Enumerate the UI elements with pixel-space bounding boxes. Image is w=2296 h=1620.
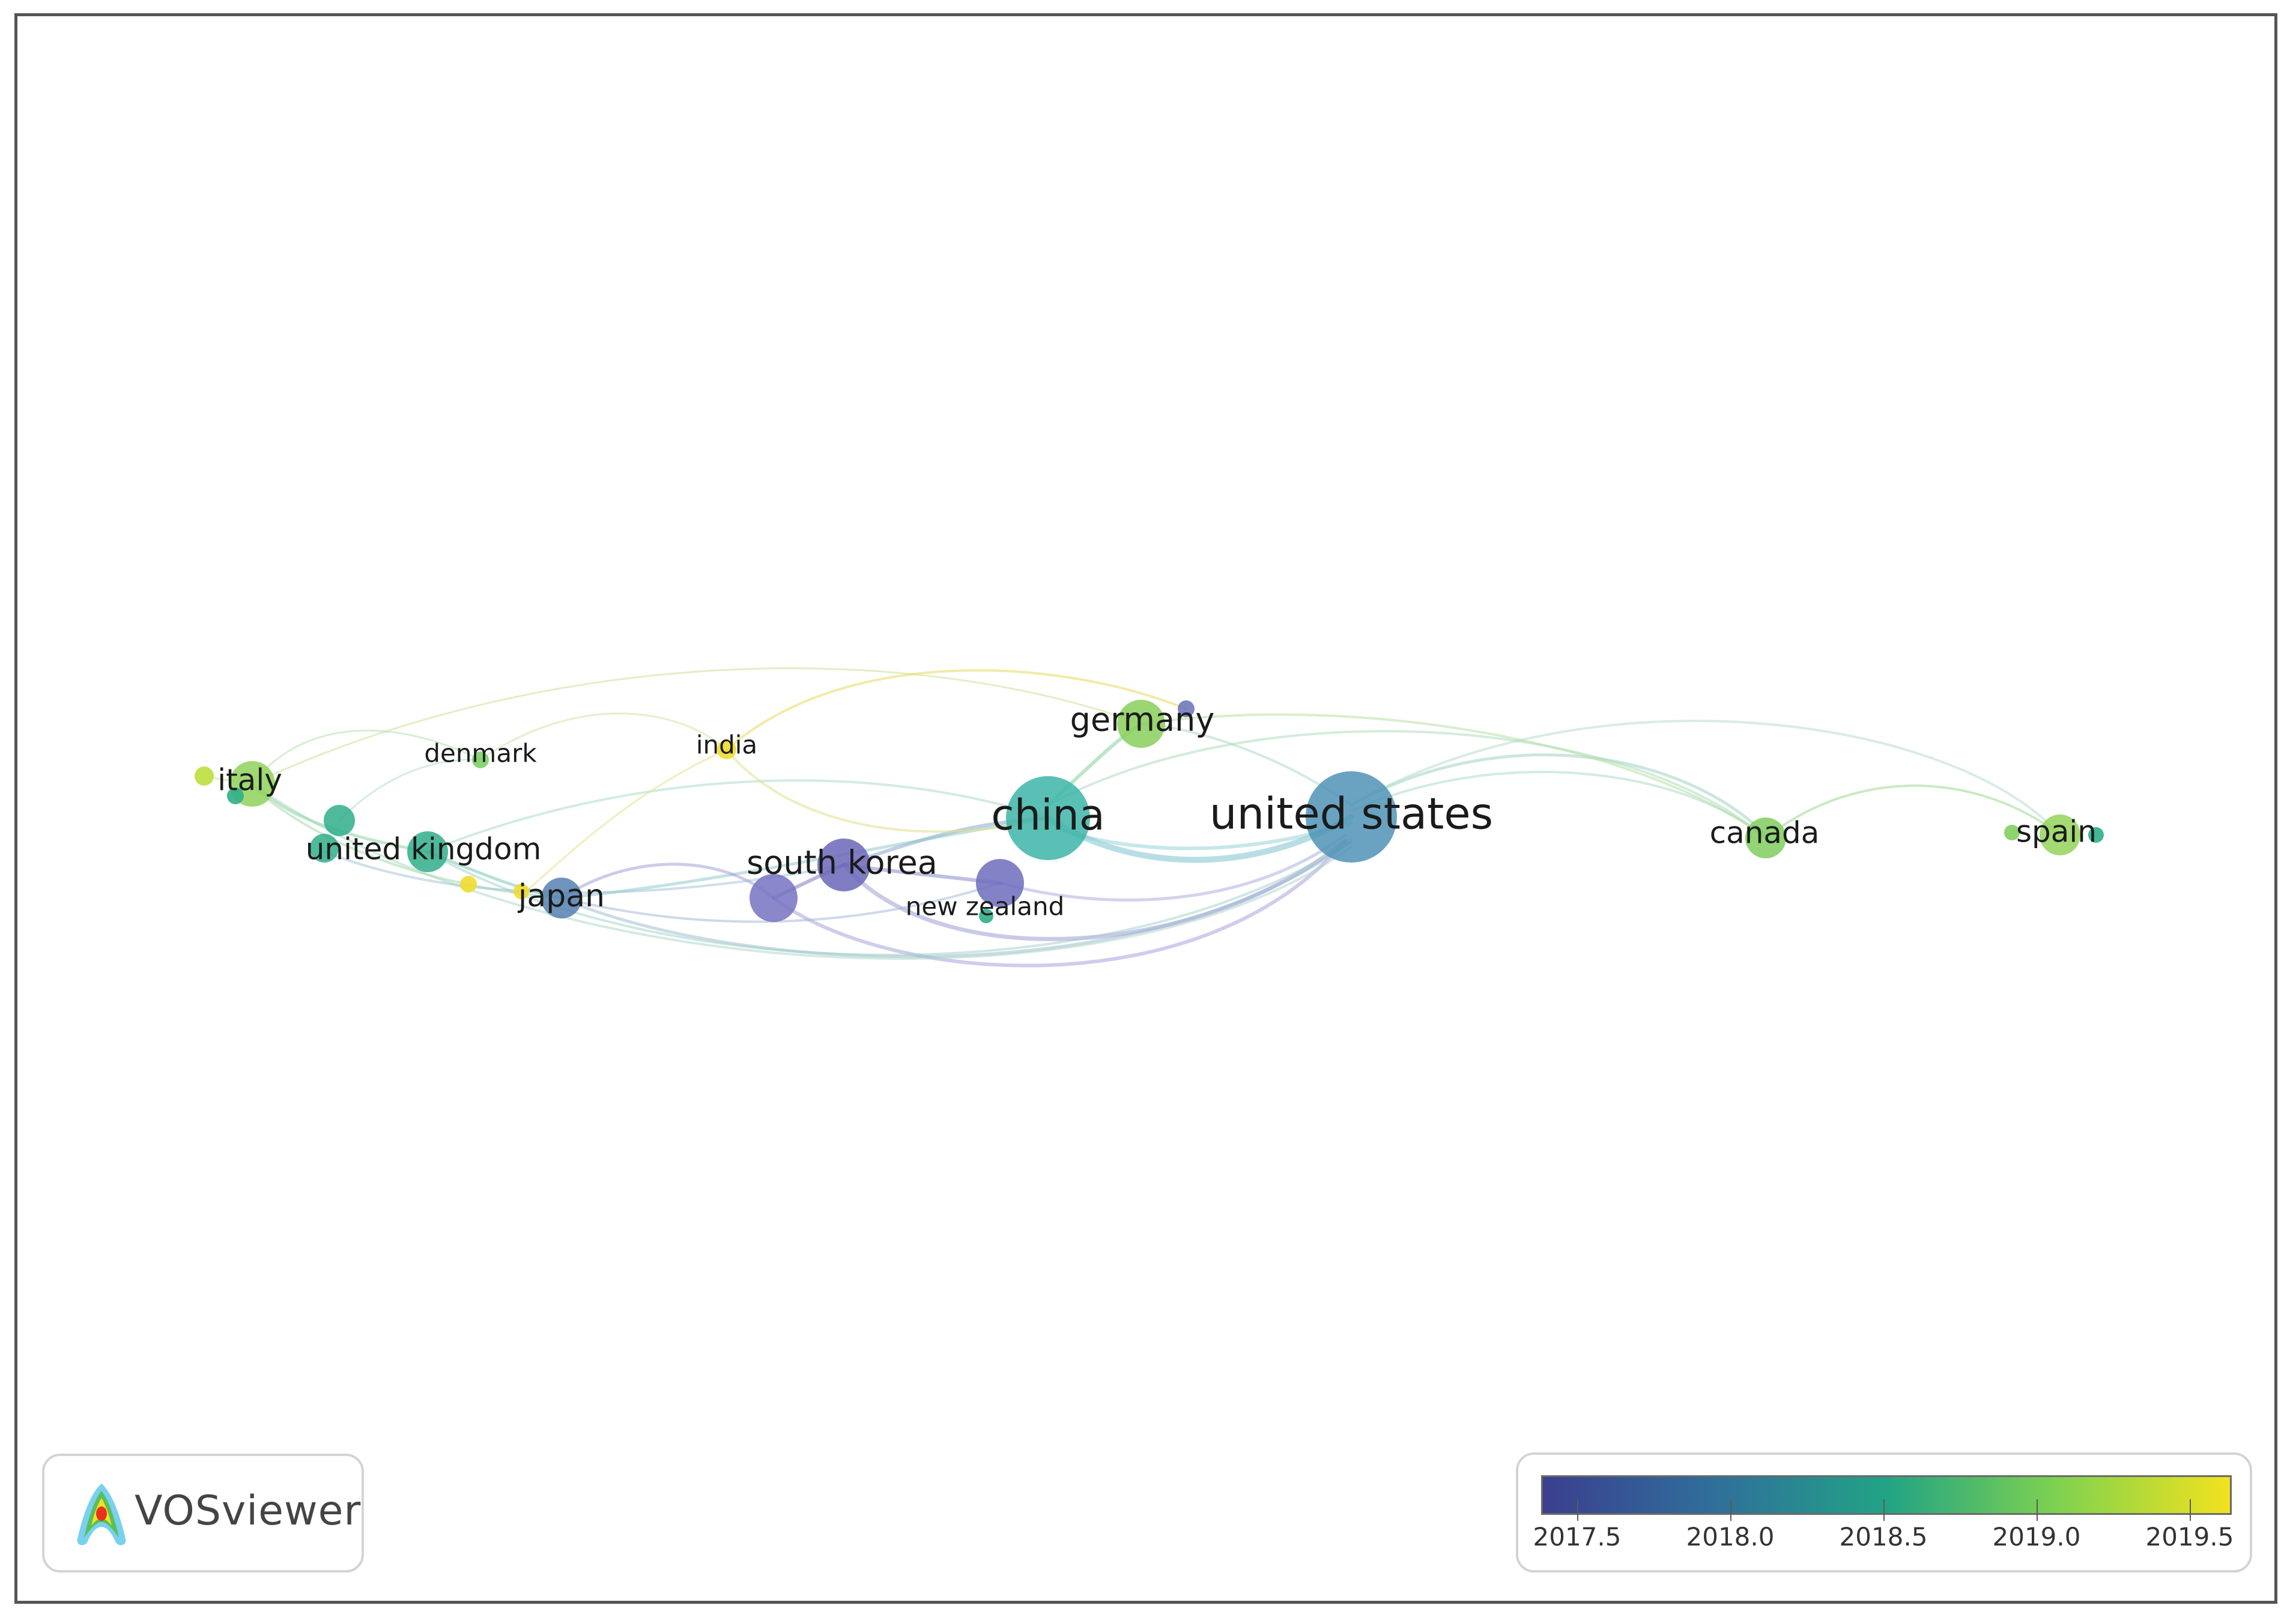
label-denmark: denmark [424,739,537,768]
node-china[interactable] [1006,776,1090,860]
link-denmark-india [479,712,728,761]
label-canada: canada [1710,816,1820,851]
node-new-zealand[interactable] [976,859,1024,907]
legend-tick-2018-0 [1730,1499,1731,1521]
vosviewer-logo-text: VOSviewer [135,1487,362,1535]
node-united-states[interactable] [1306,771,1397,863]
label-india: india [696,730,757,760]
link-denmark-uk [338,759,482,822]
nodes-layer [195,700,2104,923]
node-spain[interactable] [2040,815,2080,855]
link-us-sk2 [772,839,1347,968]
node-uk-left[interactable] [310,834,339,863]
labels-layer: united states china south korea new zeal… [217,701,2097,921]
label-south-korea: south korea [747,844,937,882]
node-italy-small[interactable] [227,787,244,804]
node-germany[interactable] [1117,700,1165,748]
link-denmark-italy [251,729,482,785]
node-india[interactable] [717,740,736,759]
legend-tick-2019-5 [2190,1499,2191,1521]
vosviewer-logo-icon [77,1484,126,1546]
legend-tick-2019-0 [2037,1499,2038,1521]
link-us-japan [560,839,1353,959]
node-canada[interactable] [1745,818,1786,858]
node-south-korea-secondary[interactable] [750,874,798,922]
legend-label-2019-5: 2019.5 [2145,1522,2234,1552]
link-us-spain [1350,720,2061,836]
link-germany-canada [1140,713,1767,839]
link-india-germany [725,669,1187,751]
node-yellow-small-b[interactable] [513,884,529,899]
label-italy: italy [217,763,282,798]
link-japan-sk [560,863,775,900]
link-us-china-2 [1055,821,1353,851]
node-spain-right[interactable] [2088,827,2104,843]
label-china: china [991,790,1105,840]
label-united-kingdom: united kingdom [306,832,542,867]
node-italy-left[interactable] [195,766,214,786]
legend-label-2017-5: 2017.5 [1533,1522,1622,1552]
link-japan-nz [560,882,1001,923]
node-uk-upper[interactable] [324,805,355,836]
vosviewer-logo-box: VOSviewer [42,1454,364,1573]
node-japan[interactable] [541,878,582,918]
label-united-states: united states [1210,789,1493,839]
node-denmark[interactable] [472,751,489,768]
label-new-zealand: new zealand [906,892,1064,921]
node-united-kingdom[interactable] [407,831,448,872]
legend-tick-2017-5 [1577,1499,1578,1521]
color-scale-bar [1541,1475,2232,1515]
node-yellow-small-a[interactable] [460,876,477,893]
color-scale-legend: 2017.5 2018.0 2018.5 2019.0 2019.5 [1516,1452,2252,1573]
visualization-frame [14,13,2277,1604]
link-china-india [725,748,1049,833]
link-us-canada [1349,753,1767,837]
node-new-zealand-small[interactable] [979,909,993,923]
node-spain-left[interactable] [2004,825,2020,840]
link-india-japan [527,748,728,890]
label-japan: japan [518,878,605,914]
node-south-korea[interactable] [817,839,870,891]
link-china-canada [1047,730,1767,839]
link-china-uk [426,779,1049,853]
label-spain: spain [2016,815,2097,849]
legend-tick-2018-5 [1883,1499,1885,1521]
legend-label-2018-5: 2018.5 [1839,1522,1928,1552]
link-germany-italy [251,667,1142,785]
link-canada-spain [1764,784,2061,839]
link-us-italy [251,783,1352,960]
legend-label-2018-0: 2018.0 [1686,1522,1775,1552]
legend-label-2019-0: 2019.0 [1992,1522,2081,1552]
link-us-newzealand [998,833,1347,902]
label-germany: germany [1070,701,1215,739]
node-germany-small[interactable] [1178,700,1195,717]
